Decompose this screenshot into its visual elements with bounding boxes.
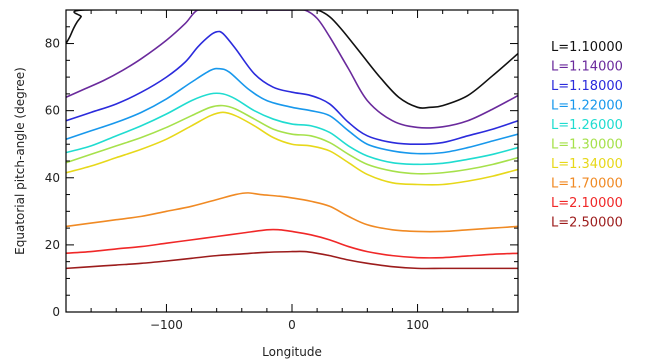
series-line-5 [66,104,518,175]
y-tick-label: 40 [45,171,60,185]
x-tick-label: 100 [406,318,429,332]
ticks-layer: −100 0 100 0 20 40 60 80 [45,9,519,332]
series-line-4 [66,92,518,166]
plot-frame [65,9,519,313]
series-line-7 [66,192,518,233]
y-axis-title: Equatorial pitch-angle (degree) [13,67,27,255]
y-tick-label: 20 [45,238,60,252]
legend-item-8: L=2.10000 [551,196,623,211]
series-line-9 [66,250,518,270]
legend-item-9: L=2.50000 [551,216,623,231]
x-tick-label: 0 [288,318,296,332]
series-line-6 [66,111,518,186]
y-tick-label: 0 [52,305,60,319]
legend-item-6: L=1.34000 [551,157,623,172]
series-line-1 [66,10,518,129]
series-layer [66,10,518,270]
legend: L=1.10000 L=1.14000 L=1.18000 L=1.22000 L=1.… [551,40,623,231]
y-tick-label: 60 [45,104,60,118]
series-line-3 [66,67,518,155]
legend-item-4: L=1.26000 [551,118,623,133]
legend-item-0: L=1.10000 [551,40,623,55]
series-line-8 [66,228,518,259]
series-line-2 [66,30,518,146]
series-line-0 [66,10,518,109]
legend-item-3: L=1.22000 [551,99,623,114]
legend-item-2: L=1.18000 [551,79,623,94]
legend-item-1: L=1.14000 [551,60,623,75]
legend-item-5: L=1.30000 [551,138,623,153]
y-tick-label: 80 [45,37,60,51]
legend-item-7: L=1.70000 [551,177,623,192]
x-tick-label: −100 [150,318,183,332]
x-axis-title: Longitude [262,345,322,359]
